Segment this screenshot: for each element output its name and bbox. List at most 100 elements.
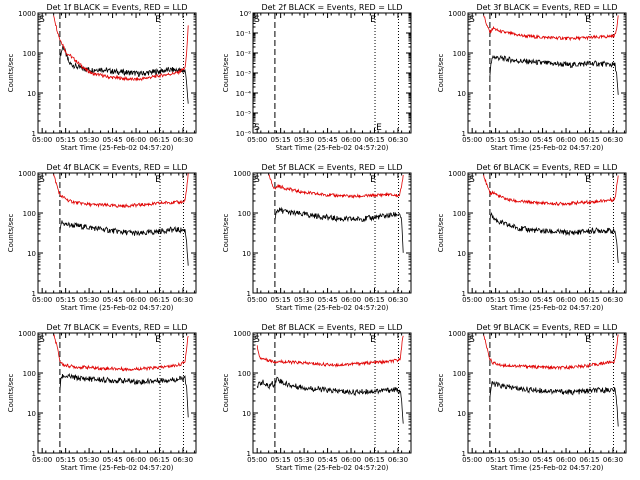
- y-axis-label: Counts/sec: [437, 214, 445, 253]
- x-tick-label: 05:45: [532, 456, 552, 464]
- x-tick-label: 05:30: [294, 136, 314, 144]
- y-tick-label: 100: [23, 370, 36, 378]
- y-tick-label: 10: [27, 250, 36, 258]
- y-tick-label: 10: [27, 410, 36, 418]
- chart-title: Det 5f BLACK = Events, RED = LLD: [261, 163, 402, 172]
- x-axis-label: Start Time (25-Feb-02 04:57:20): [275, 144, 388, 152]
- x-tick-label: 05:15: [486, 136, 506, 144]
- x-axis-label: Start Time (25-Feb-02 04:57:20): [490, 464, 603, 472]
- y-axis-label: Counts/sec: [7, 214, 15, 253]
- x-tick-label: 05:15: [271, 296, 291, 304]
- y-tick-label: 1: [462, 290, 466, 298]
- end-marker-label: E: [585, 175, 591, 185]
- chart-title: Det 2f BLACK = Events, RED = LLD: [261, 3, 402, 12]
- x-tick-label: 05:00: [462, 456, 482, 464]
- x-tick-label: 05:45: [317, 456, 337, 464]
- x-tick-label: 06:15: [579, 136, 599, 144]
- y-tick-label: 10⁰: [239, 10, 251, 18]
- end-marker-label: E: [155, 175, 161, 185]
- y-axis-label: Counts/sec: [222, 374, 230, 413]
- plot-frame: [37, 332, 197, 454]
- y-tick-label: 10⁻²: [236, 50, 252, 58]
- series-lld-line: [483, 174, 619, 207]
- y-tick-label: 1: [462, 130, 466, 138]
- y-axis-label: Counts/sec: [7, 54, 15, 93]
- x-tick-label: 05:15: [486, 296, 506, 304]
- y-tick-label: 1: [247, 450, 251, 458]
- x-tick-label: 05:00: [462, 296, 482, 304]
- x-tick-label: 06:30: [603, 136, 623, 144]
- y-tick-label: 10: [457, 90, 466, 98]
- y-axis-label: Counts/sec: [222, 214, 230, 253]
- start-marker-label-lower: S: [254, 123, 260, 133]
- end-marker-label: E: [155, 335, 161, 345]
- y-tick-label: 1000: [18, 10, 36, 18]
- x-tick-label: 05:30: [79, 136, 99, 144]
- y-tick-label: 10: [27, 90, 36, 98]
- x-tick-label: 05:00: [32, 136, 52, 144]
- chart-panel-2f: Det 2f BLACK = Events, RED = LLD 10⁻⁶ 10⁻⁵…: [222, 3, 412, 152]
- x-tick-label: 06:30: [388, 296, 408, 304]
- chart-title: Det 8f BLACK = Events, RED = LLD: [261, 323, 402, 332]
- x-tick-label: 05:15: [56, 296, 76, 304]
- x-axis-label: Start Time (25-Feb-02 04:57:20): [490, 144, 603, 152]
- x-tick-label: 05:45: [317, 136, 337, 144]
- x-tick-label: 05:15: [56, 456, 76, 464]
- plot-frame: [467, 12, 627, 134]
- start-marker-label: S: [254, 335, 260, 345]
- plot-frame: [467, 332, 627, 454]
- x-axis-label: Start Time (25-Feb-02 04:57:20): [60, 144, 173, 152]
- start-marker-label: S: [254, 175, 260, 185]
- y-tick-label: 100: [238, 210, 251, 218]
- x-axis-label: Start Time (25-Feb-02 04:57:20): [275, 464, 388, 472]
- y-tick-label: 1000: [18, 330, 36, 338]
- x-tick-label: 05:30: [509, 296, 529, 304]
- y-tick-label: 10: [457, 250, 466, 258]
- y-tick-label: 1000: [233, 170, 251, 178]
- series-lld-line: [53, 173, 189, 209]
- x-tick-label: 05:30: [79, 456, 99, 464]
- series-events-line: [489, 54, 619, 95]
- x-tick-label: 06:00: [341, 456, 361, 464]
- x-tick-label: 06:00: [556, 296, 576, 304]
- x-tick-label: 06:15: [364, 456, 384, 464]
- series-events-line: [59, 372, 189, 418]
- plot-frame: [37, 12, 197, 134]
- x-tick-label: 06:00: [556, 136, 576, 144]
- chart-panel-3f: Det 3f BLACK = Events, RED = LLD 1 10 100 10…: [437, 3, 627, 152]
- series-events-line: [489, 381, 619, 427]
- y-tick-label: 1000: [448, 330, 466, 338]
- chart-panel-8f: Det 8f BLACK = Events, RED = LLD 1 10 100 10…: [222, 323, 412, 472]
- x-tick-label: 05:00: [32, 296, 52, 304]
- y-axis-label: Counts/sec: [437, 54, 445, 93]
- x-tick-label: 05:30: [79, 296, 99, 304]
- x-tick-label: 05:00: [247, 456, 267, 464]
- y-tick-label: 1: [32, 290, 36, 298]
- start-marker-label: S: [469, 15, 475, 25]
- x-tick-label: 05:45: [102, 456, 122, 464]
- y-tick-label: 100: [453, 370, 466, 378]
- x-tick-label: 06:30: [388, 136, 408, 144]
- end-marker-label-lower: E: [376, 123, 382, 133]
- chart-panel-4f: Det 4f BLACK = Events, RED = LLD 1 10 100 10…: [7, 163, 197, 312]
- series-lld-line: [53, 15, 189, 82]
- chart-panel-1f: Det 1f BLACK = Events, RED = LLD 1 10 100 10…: [7, 3, 197, 152]
- x-tick-label: 06:00: [556, 456, 576, 464]
- x-tick-label: 05:30: [294, 456, 314, 464]
- y-tick-label: 1: [462, 450, 466, 458]
- start-marker-label: S: [469, 175, 475, 185]
- series-lld-line: [268, 174, 404, 199]
- x-tick-label: 05:00: [32, 456, 52, 464]
- x-tick-label: 06:30: [173, 456, 193, 464]
- x-axis-label: Start Time (25-Feb-02 04:57:20): [60, 304, 173, 312]
- y-tick-label: 10: [457, 410, 466, 418]
- y-tick-label: 1000: [448, 10, 466, 18]
- x-tick-label: 06:15: [579, 296, 599, 304]
- y-tick-label: 1000: [18, 170, 36, 178]
- y-tick-label: 1000: [233, 330, 251, 338]
- x-tick-label: 05:30: [294, 296, 314, 304]
- chart-title: Det 6f BLACK = Events, RED = LLD: [476, 163, 617, 172]
- chart-panel-6f: Det 6f BLACK = Events, RED = LLD 1 10 100 10…: [437, 163, 627, 312]
- plot-frame: [37, 172, 197, 294]
